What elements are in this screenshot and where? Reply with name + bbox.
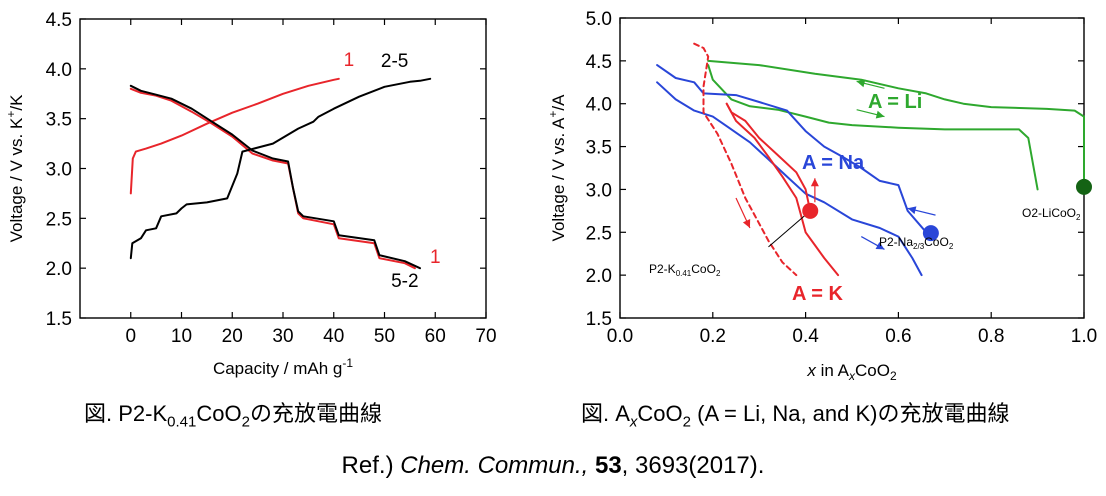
curve-label-1: 2-5 <box>381 51 408 72</box>
y-tick-label: 4.0 <box>586 95 612 116</box>
y-axis-label: Voltage / V vs. A+/A <box>546 94 568 242</box>
y-tick-label: 1.5 <box>586 309 612 330</box>
y-tick-label: 4.0 <box>46 60 72 81</box>
k-leader-line <box>768 210 811 248</box>
direction-arrowhead-5 <box>742 219 751 228</box>
y-tick-label: 2.5 <box>586 223 612 244</box>
label-na: A = Na <box>802 152 865 174</box>
x-tick-label: 1.0 <box>1071 326 1097 347</box>
x-tick-label: 30 <box>272 326 293 347</box>
curve-label-3: 5-2 <box>391 271 418 292</box>
label-p2-na: P2-Na2/3CoO2 <box>879 235 954 251</box>
x-tick-label: 0.0 <box>607 326 633 347</box>
series-line-0 <box>707 59 1085 191</box>
y-tick-label: 3.5 <box>586 138 612 159</box>
x-axis-label: Capacity / mAh g-1 <box>213 356 353 378</box>
x-tick-label: 60 <box>425 326 446 347</box>
direction-arrowhead-0 <box>856 79 866 88</box>
label-p2-k: P2-K0.41CoO2 <box>649 262 721 278</box>
y-tick-label: 2.0 <box>586 266 612 287</box>
x-tick-label: 0.8 <box>978 326 1004 347</box>
direction-arrowhead-1 <box>875 110 885 119</box>
direction-arrowhead-2 <box>907 206 917 215</box>
y-tick-label: 3.5 <box>46 110 72 131</box>
label-li: A = Li <box>868 91 922 113</box>
left-chart: 0 10 20 30 40 50 60 70 1.5 2.0 2.5 3.0 3.5 4.0 4.5 1 2-5… <box>4 10 497 378</box>
series-line-3 <box>129 77 432 260</box>
series-line-5 <box>725 102 840 277</box>
composition-marker-1 <box>922 225 939 242</box>
x-tick-label: 0.6 <box>885 326 911 347</box>
direction-arrowhead-3 <box>875 242 885 250</box>
x-tick-label: 50 <box>374 326 395 347</box>
plot-frame <box>79 18 487 319</box>
reference-line: Ref.) Chem. Commun., 53, 3693(2017). <box>341 452 765 479</box>
series-line-0 <box>129 77 340 195</box>
x-axis-label: x in AxCoO2 <box>806 361 897 383</box>
composition-marker-2 <box>802 202 819 219</box>
curve-label-2: 1 <box>430 247 441 268</box>
y-tick-label: 3.0 <box>46 160 72 181</box>
label-k: A = K <box>792 283 843 305</box>
y-tick-label: 1.5 <box>46 309 72 330</box>
curve-label-0: 1 <box>344 50 355 71</box>
composition-marker-0 <box>1076 178 1092 195</box>
left-caption: 図. P2-K0.41CoO2の充放電曲線 <box>84 401 382 431</box>
y-axis-label: Voltage / V vs. K+/K <box>4 94 26 242</box>
series-line-1 <box>707 64 1039 191</box>
series-line-2 <box>656 64 928 234</box>
series-line-3 <box>656 81 923 277</box>
series-line-1 <box>129 87 416 270</box>
label-o2-licoo2: O2-LiCoO2 <box>1022 206 1081 222</box>
y-tick-label: 4.5 <box>46 10 72 31</box>
right-caption: 図. AxCoO2 (A = Li, Na, and K)の充放電曲線 <box>581 401 1010 431</box>
direction-arrowhead-4 <box>810 178 819 187</box>
right-chart: 0.0 0.2 0.4 0.6 0.8 1.0 1.5 2.0 2.5 3.0 3.5 4.0 4.5 5… <box>546 9 1097 383</box>
x-tick-label: 0 <box>125 326 136 347</box>
y-tick-label: 2.0 <box>46 259 72 280</box>
x-tick-label: 20 <box>222 326 243 347</box>
y-tick-label: 3.0 <box>586 180 612 201</box>
x-tick-label: 10 <box>171 326 192 347</box>
series-line-2 <box>129 84 421 270</box>
series-line-6 <box>725 102 812 212</box>
x-tick-label: 40 <box>323 326 344 347</box>
x-tick-label: 0.2 <box>700 326 726 347</box>
x-tick-label: 70 <box>475 326 496 347</box>
y-tick-label: 4.5 <box>586 52 612 73</box>
y-tick-label: 2.5 <box>46 209 72 230</box>
y-tick-label: 5.0 <box>586 9 612 30</box>
x-tick-label: 0.4 <box>792 326 819 347</box>
